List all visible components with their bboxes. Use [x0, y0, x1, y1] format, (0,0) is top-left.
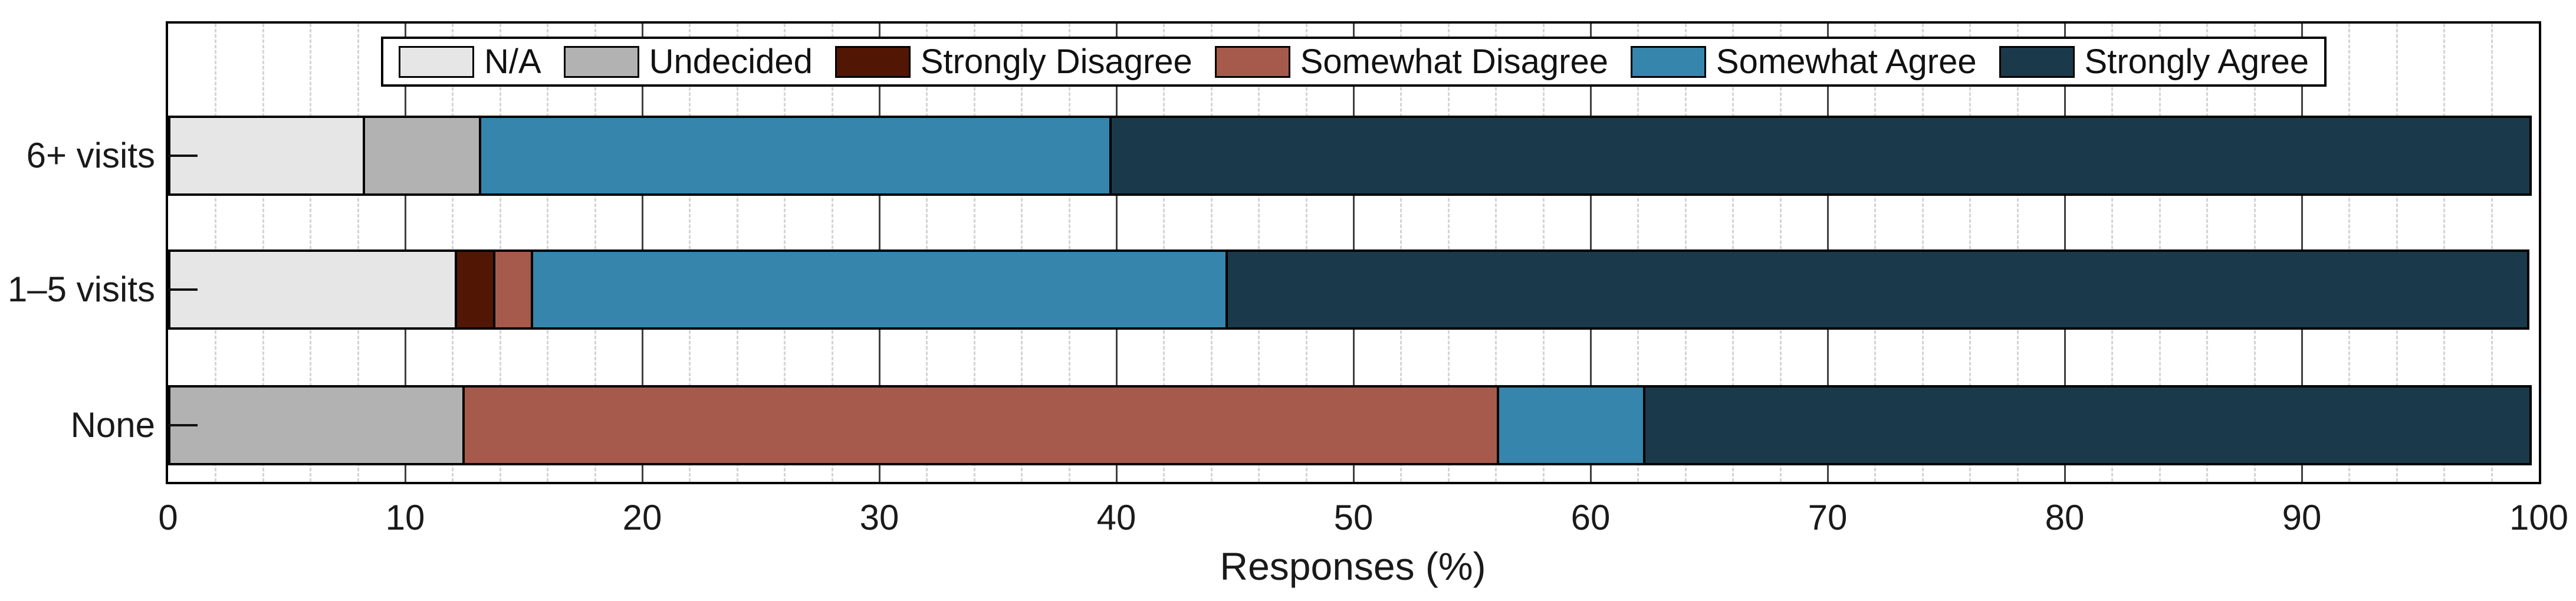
y-axis-label-6-visits: 6+ visits	[26, 136, 155, 175]
bar-segment-undecided	[168, 385, 465, 465]
legend-label: N/A	[484, 42, 541, 81]
bar-segment-somewhat-agree	[531, 249, 1228, 330]
legend-item-undecided: Undecided	[563, 42, 813, 81]
y-tick-mark	[168, 155, 198, 157]
legend-label: Somewhat Agree	[1716, 42, 1977, 81]
x-tick-label-100: 100	[2509, 498, 2569, 537]
bar-segment-somewhat-agree	[1497, 385, 1645, 465]
legend-swatch-somewhat-agree	[1630, 45, 1706, 78]
plot-area: N/A Undecided Strongly Disagree Somewhat Di…	[166, 21, 2541, 484]
y-axis-label-1-5-visits: 1–5 visits	[7, 270, 155, 309]
x-tick-label-0: 0	[158, 498, 178, 537]
bar-segment-n-a	[168, 249, 458, 330]
x-tick-label-40: 40	[1096, 498, 1136, 537]
y-axis-label-none: None	[70, 405, 155, 445]
bar-segment-strongly-disagree	[455, 249, 495, 330]
bar-segment-n-a	[168, 116, 365, 196]
y-tick-mark	[168, 424, 198, 426]
legend-item-n-a: N/A	[399, 42, 541, 81]
legend-swatch-n-a	[399, 45, 474, 78]
legend-item-strongly-agree: Strongly Agree	[1999, 42, 2309, 81]
legend-label: Strongly Disagree	[920, 42, 1192, 81]
legend-swatch-undecided	[563, 45, 639, 78]
y-tick-mark	[168, 288, 198, 291]
x-tick-label-80: 80	[2045, 498, 2085, 537]
x-tick-label-10: 10	[385, 498, 425, 537]
legend-label: Strongly Agree	[2084, 42, 2309, 81]
legend-swatch-strongly-agree	[1999, 45, 2075, 78]
x-tick-label-90: 90	[2282, 498, 2322, 537]
legend-item-strongly-disagree: Strongly Disagree	[834, 42, 1192, 81]
x-tick-label-20: 20	[622, 498, 662, 537]
bar-row-1-5-visits	[168, 249, 2539, 330]
bar-segment-strongly-agree	[1225, 249, 2529, 330]
bar-segment-strongly-agree	[1642, 385, 2532, 465]
legend-swatch-strongly-disagree	[834, 45, 911, 78]
bar-segment-somewhat-disagree	[492, 249, 534, 330]
x-axis-title: Responses (%)	[1220, 544, 1486, 588]
bar-row-none	[168, 385, 2539, 465]
bar-row-6-visits	[168, 116, 2539, 196]
legend-item-somewhat-disagree: Somewhat Disagree	[1214, 42, 1608, 81]
legend-swatch-somewhat-disagree	[1214, 45, 1290, 78]
x-tick-label-60: 60	[1570, 498, 1611, 537]
x-tick-label-70: 70	[1808, 498, 1848, 537]
bar-segment-somewhat-disagree	[462, 385, 1500, 465]
legend-label: Somewhat Disagree	[1300, 42, 1608, 81]
legend-item-somewhat-agree: Somewhat Agree	[1630, 42, 1977, 81]
bar-segment-somewhat-agree	[478, 116, 1112, 196]
legend-label: Undecided	[649, 42, 813, 81]
bar-segment-strongly-agree	[1109, 116, 2532, 196]
x-tick-label-30: 30	[859, 498, 899, 537]
x-tick-label-50: 50	[1333, 498, 1374, 537]
legend: N/A Undecided Strongly Disagree Somewhat Di…	[381, 37, 2327, 87]
bar-segment-undecided	[362, 116, 481, 196]
